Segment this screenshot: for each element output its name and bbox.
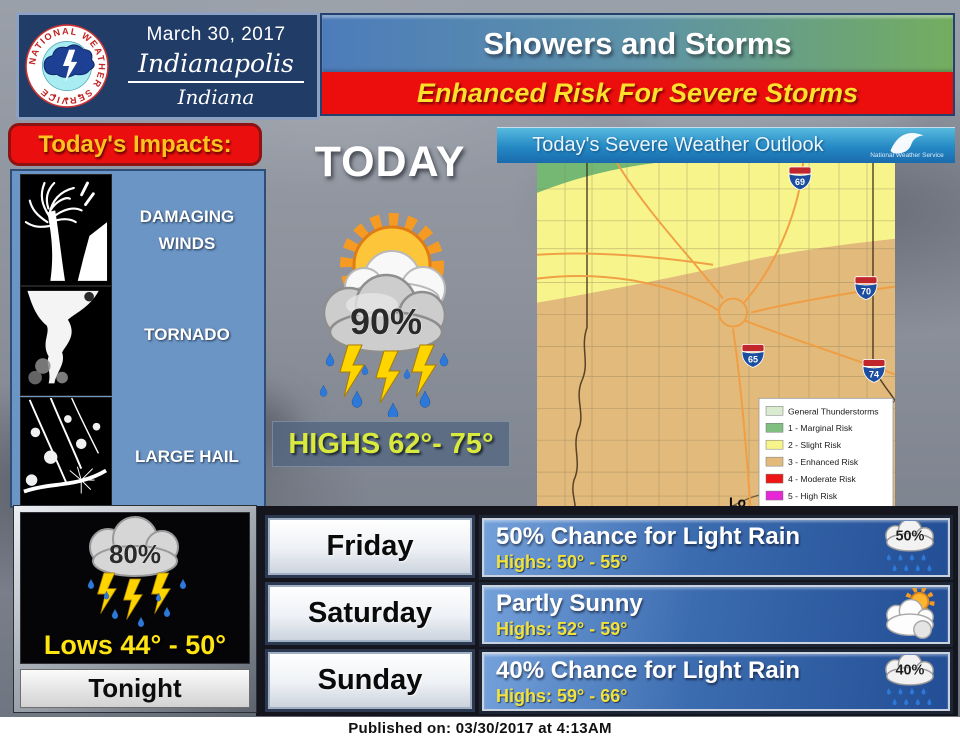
day-button-saturday[interactable]: Saturday xyxy=(268,585,472,642)
svg-text:74: 74 xyxy=(869,369,879,379)
issue-date: March 30, 2017 xyxy=(146,23,286,45)
legend-item-label: 4 - Moderate Risk xyxy=(788,474,857,484)
today-highs: HIGHS 62°- 75° xyxy=(288,427,494,460)
impacts-heading-banner: Today's Impacts: xyxy=(8,123,262,166)
interstate-65-shield: 65 xyxy=(741,344,765,368)
impacts-panel: DAMAGING WINDS TORNADO xyxy=(10,169,266,508)
interstate-69-shield: 69 xyxy=(788,166,812,191)
rain-cloud-icon: 50% xyxy=(885,521,934,572)
office-identity-box: NATIONAL WEATHER SERVICE March 30, 2017 … xyxy=(16,12,320,120)
map-legend: General Thunderstorms 1 - Marginal Risk … xyxy=(758,397,894,513)
day-button-friday[interactable]: Friday xyxy=(268,518,472,575)
outlook-map-title: Today's Severe Weather Outlook xyxy=(532,134,824,156)
nws-seal-icon: NATIONAL WEATHER SERVICE xyxy=(19,23,115,109)
tonight-lows: Lows 44° - 50° xyxy=(43,630,227,660)
forecast-icon-percent: 50% xyxy=(895,528,924,544)
day-label: Saturday xyxy=(307,597,433,629)
tonight-thunderstorm-icon: 80% xyxy=(87,516,187,628)
day-label: Sunday xyxy=(317,664,423,696)
published-text: Published on: 03/30/2017 at 4:13AM xyxy=(348,720,612,737)
forecast-condition: 40% Chance for Light Rain xyxy=(496,657,801,684)
headline-subtitle-bar: Enhanced Risk For Severe Storms xyxy=(322,72,953,114)
tonight-label: Tonight xyxy=(88,673,182,703)
forecast-row-friday: 50% Chance for Light Rain Highs: 50° - 5… xyxy=(482,518,950,577)
headline-banner: Showers and Storms Enhanced Risk For Sev… xyxy=(320,13,955,116)
noaa-swoosh-icon xyxy=(890,133,924,154)
day-label: Friday xyxy=(326,530,414,562)
forecast-highs: Highs: 59° - 66° xyxy=(496,686,628,706)
office-state: Indiana xyxy=(177,84,255,109)
hail-icon xyxy=(20,397,112,506)
forecast-row-saturday: Partly Sunny Highs: 52° - 59° xyxy=(482,585,950,644)
outlook-map: 69 70 65 74 Lo xyxy=(536,162,896,516)
marginal-risk-area xyxy=(537,163,655,193)
day-button-sunday[interactable]: Sunday xyxy=(268,652,472,709)
interstate-70-shield: 70 xyxy=(854,276,878,301)
outlook-map-header: Today's Severe Weather Outlook National … xyxy=(497,127,955,163)
legend-item-label: 2 - Slight Risk xyxy=(788,440,842,450)
legend-item-label: 5 - High Risk xyxy=(788,491,838,501)
tonight-precip-percent: 80% xyxy=(109,539,161,569)
today-heading: TODAY xyxy=(314,138,466,186)
forecast-row-sunday: 40% Chance for Light Rain Highs: 59° - 6… xyxy=(482,652,950,711)
impacts-heading: Today's Impacts: xyxy=(38,130,232,158)
tonight-button[interactable]: Tonight xyxy=(20,669,250,708)
map-agency-label: National Weather Service xyxy=(870,152,944,160)
office-city: Indianapolis xyxy=(128,48,304,83)
partly-sunny-icon xyxy=(886,588,935,639)
today-highs-bar: HIGHS 62°- 75° xyxy=(272,421,510,467)
legend-item-label: General Thunderstorms xyxy=(788,406,879,416)
forecast-highs: Highs: 50° - 55° xyxy=(496,552,628,572)
forecast-condition: Partly Sunny xyxy=(496,590,643,617)
impact-label: LARGE HAIL xyxy=(135,447,239,466)
published-bar: Published on: 03/30/2017 at 4:13AM xyxy=(0,717,960,740)
wind-damaged-tree-icon xyxy=(20,174,112,286)
impact-label: TORNADO xyxy=(144,325,230,344)
today-thunderstorm-icon: 90% xyxy=(292,205,482,422)
svg-text:65: 65 xyxy=(748,354,758,364)
interstate-74-shield: 74 xyxy=(862,359,886,383)
headline-title-bar: Showers and Storms xyxy=(322,15,953,72)
headline-title: Showers and Storms xyxy=(483,25,792,61)
forecast-highs: Highs: 52° - 59° xyxy=(496,619,628,639)
legend-item-label: 1 - Marginal Risk xyxy=(788,423,853,433)
rain-cloud-icon: 40% xyxy=(885,655,934,706)
tonight-panel: 80% xyxy=(14,506,256,712)
impact-label: DAMAGING WINDS xyxy=(139,207,235,254)
today-precip-percent: 90% xyxy=(350,301,422,342)
forecast-icon-percent: 40% xyxy=(895,662,924,678)
svg-text:69: 69 xyxy=(795,177,805,187)
headline-subtitle: Enhanced Risk For Severe Storms xyxy=(416,77,859,108)
legend-item-label: 3 - Enhanced Risk xyxy=(788,457,859,467)
tornado-icon xyxy=(20,286,112,396)
forecast-condition: 50% Chance for Light Rain xyxy=(496,523,801,550)
svg-text:70: 70 xyxy=(861,287,871,297)
